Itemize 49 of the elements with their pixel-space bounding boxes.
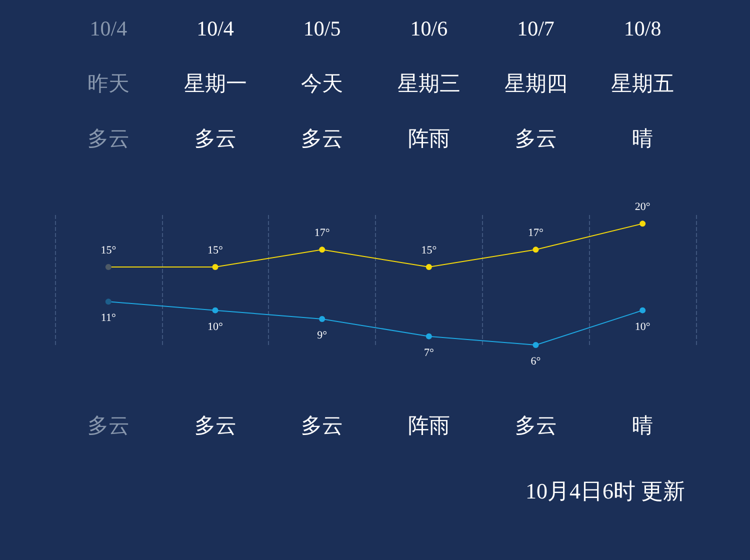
data-label: 17° [528, 227, 544, 240]
text: 晴 [632, 126, 654, 150]
text: 晴 [632, 414, 654, 438]
point [105, 264, 112, 270]
point [319, 246, 326, 253]
data-label: 6° [530, 356, 541, 368]
point [532, 342, 539, 348]
text: 阵雨 [408, 414, 450, 438]
text: 多云 [514, 414, 557, 438]
point [532, 246, 539, 253]
x-tick-label: 10/5 [303, 16, 341, 40]
text: 阵雨 [408, 126, 450, 150]
text: 星期一 [184, 72, 247, 96]
point [319, 316, 326, 322]
data-label: 9° [317, 330, 328, 342]
data-label: 17° [314, 227, 330, 240]
text: 今天 [301, 72, 344, 96]
x-tick-label: 10/8 [624, 16, 662, 40]
text: 多云 [514, 126, 557, 150]
point [640, 307, 646, 314]
point [640, 220, 646, 227]
text: 10月4日6时 更新 [526, 478, 685, 504]
text: 多云 [194, 414, 236, 438]
data-label: 15° [100, 244, 116, 256]
point [212, 307, 218, 314]
text: 多云 [87, 126, 130, 150]
text: 星期三 [397, 72, 460, 96]
point [426, 333, 432, 340]
x-tick-label: 10/4 [90, 16, 128, 40]
point [105, 298, 112, 305]
data-label: 10° [634, 320, 650, 333]
x-tick-label: 10/7 [517, 16, 554, 40]
data-label: 20° [634, 201, 650, 214]
text: 星期五 [611, 72, 674, 96]
x-tick-label: 10/6 [410, 16, 448, 40]
x-tick-label: 10/4 [196, 16, 234, 40]
text: 星期四 [504, 72, 568, 96]
data-label: 7° [424, 346, 434, 359]
point [212, 264, 218, 270]
text: 多云 [194, 126, 236, 150]
data-label: 10° [208, 320, 223, 333]
data-label: 15° [208, 244, 223, 256]
point [426, 264, 432, 270]
data-label: 11° [100, 312, 116, 324]
text: 多云 [301, 414, 344, 438]
text: 昨天 [87, 72, 130, 96]
data-label: 15° [421, 244, 437, 256]
text: 多云 [87, 414, 130, 438]
text: 多云 [301, 126, 344, 150]
